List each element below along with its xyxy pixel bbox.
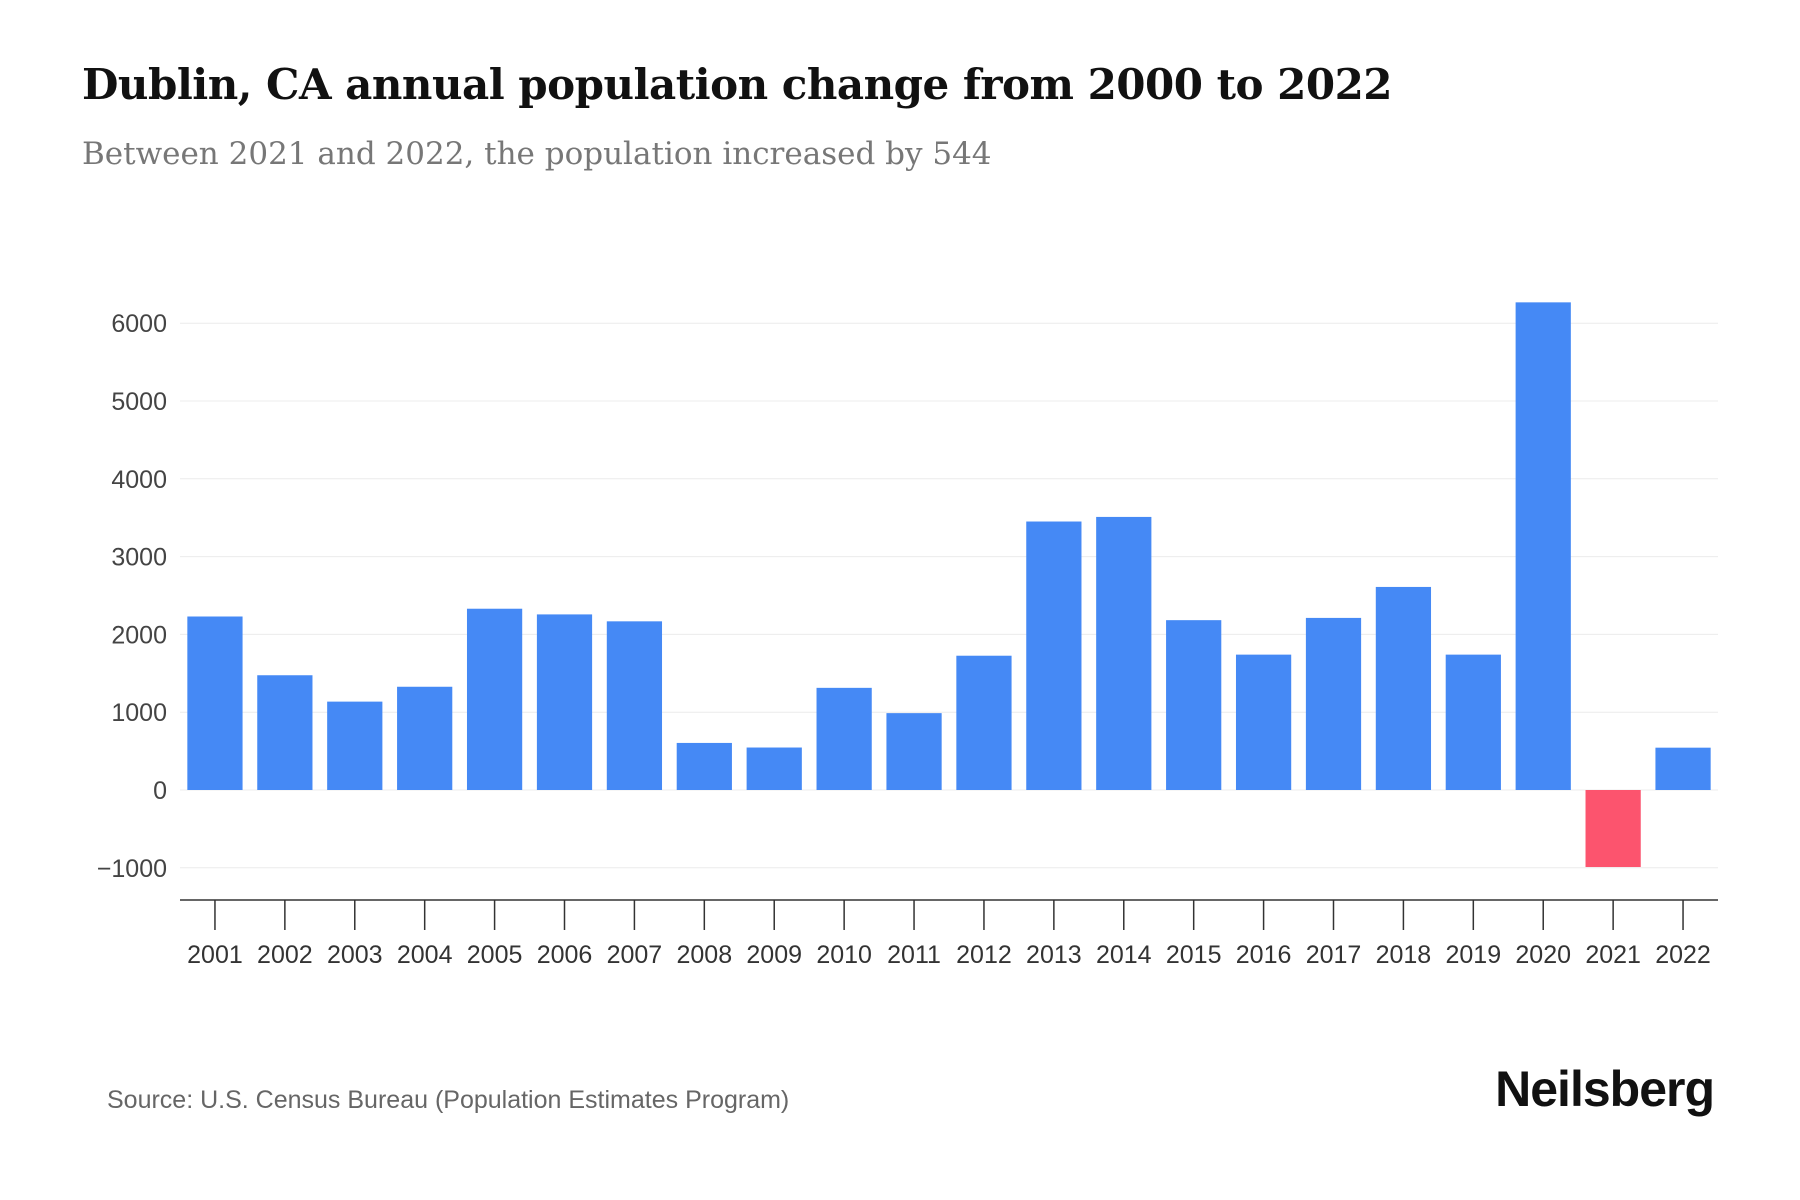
- bar-2005: [466, 608, 523, 790]
- y-tick-label: 4000: [111, 466, 167, 494]
- x-tick-label: 2021: [1585, 941, 1641, 969]
- x-tick-label: 2019: [1446, 941, 1502, 969]
- bar-2018: [1375, 586, 1432, 790]
- bar-2009: [746, 747, 802, 790]
- x-tick-label: 2016: [1236, 941, 1292, 969]
- chart-subtitle: Between 2021 and 2022, the population in…: [82, 136, 992, 172]
- bar-2007: [606, 621, 663, 790]
- x-tick-label: 2006: [537, 941, 593, 969]
- bar-2015: [1166, 620, 1222, 790]
- y-tick-label: −1000: [97, 855, 167, 883]
- y-tick-label: 0: [153, 777, 167, 805]
- x-tick-label: 2009: [746, 941, 802, 969]
- bar-2020: [1515, 302, 1571, 790]
- x-tick-label: 2017: [1306, 941, 1362, 969]
- y-tick-label: 6000: [111, 310, 167, 338]
- x-tick-label: 2022: [1655, 941, 1711, 969]
- x-tick-label: 2010: [816, 941, 872, 969]
- x-tick-label: 2011: [887, 941, 941, 969]
- x-tick-label: 2020: [1515, 941, 1571, 969]
- x-tick-label: 2001: [187, 941, 243, 969]
- x-tick-label: 2003: [327, 941, 383, 969]
- y-tick-label: 1000: [111, 699, 167, 727]
- bar-2013: [1026, 521, 1082, 790]
- bar-2022: [1655, 747, 1711, 790]
- bar-2016: [1235, 654, 1292, 790]
- x-tick-label: 2018: [1376, 941, 1432, 969]
- y-tick-label: 5000: [111, 388, 167, 416]
- x-tick-label: 2014: [1096, 941, 1152, 969]
- x-tick-label: 2012: [956, 941, 1012, 969]
- bar-2011: [886, 713, 942, 790]
- bar-2019: [1445, 654, 1501, 790]
- x-tick-label: 2008: [677, 941, 733, 969]
- bar-2010: [816, 687, 872, 790]
- x-tick-label: 2007: [607, 941, 663, 969]
- chart-title: Dublin, CA annual population change from…: [82, 60, 1393, 109]
- y-tick-label: 2000: [111, 621, 167, 649]
- x-tick-label: 2005: [467, 941, 523, 969]
- x-tick-label: 2002: [257, 941, 313, 969]
- bar-2002: [257, 675, 313, 790]
- x-tick-label: 2004: [397, 941, 453, 969]
- x-tick-label: 2015: [1166, 941, 1222, 969]
- bar-2006: [536, 614, 593, 790]
- bar-2012: [956, 655, 1012, 790]
- bar-2017: [1305, 617, 1362, 790]
- neilsberg-logo: Neilsberg: [1495, 1061, 1715, 1117]
- bar-2021: [1585, 790, 1641, 868]
- x-tick-label: 2013: [1026, 941, 1082, 969]
- source-note: Source: U.S. Census Bureau (Population E…: [107, 1086, 790, 1114]
- bar-2001: [187, 616, 243, 790]
- y-tick-label: 3000: [111, 544, 167, 572]
- bar-2004: [397, 686, 453, 790]
- bar-2008: [676, 742, 732, 790]
- bar-2014: [1096, 516, 1152, 790]
- bar-2003: [327, 701, 383, 790]
